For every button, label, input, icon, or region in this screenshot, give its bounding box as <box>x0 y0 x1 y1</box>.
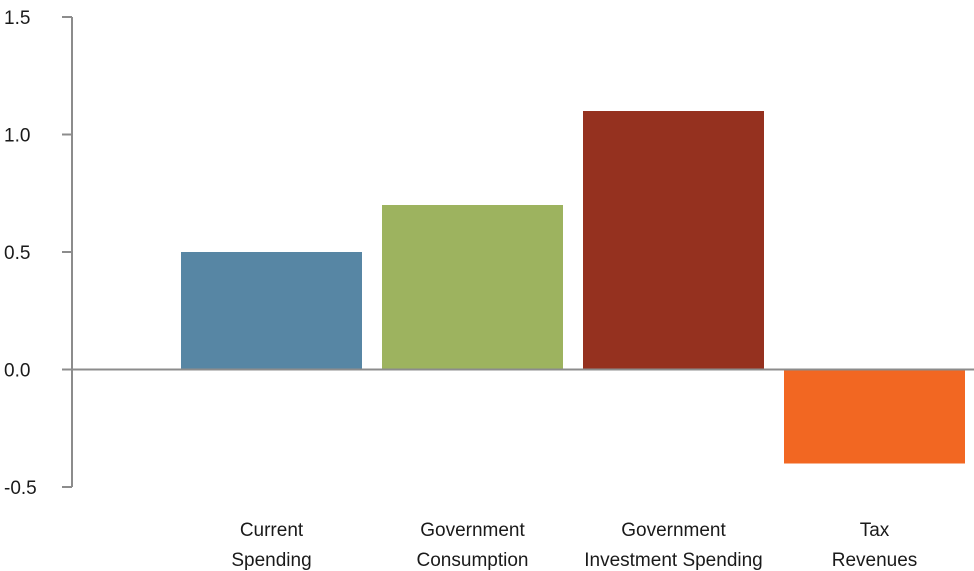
bar-layer <box>181 111 965 464</box>
category-label: Spending <box>231 550 311 571</box>
y-tick-label: -0.5 <box>4 478 37 499</box>
y-tick-label: 0.5 <box>4 243 30 264</box>
y-tick-label: 1.5 <box>4 8 30 29</box>
category-label: Government <box>420 520 525 541</box>
category-label: Current <box>240 520 304 541</box>
category-label: Tax <box>860 520 890 541</box>
category-label: Government <box>621 520 726 541</box>
y-tick-label: 1.0 <box>4 126 30 147</box>
bar-1 <box>382 205 563 370</box>
bar-3 <box>784 369 965 464</box>
bar-0 <box>181 252 362 370</box>
category-label: Consumption <box>417 550 529 571</box>
y-tick-label: 0.0 <box>4 361 30 382</box>
category-label: Investment Spending <box>584 550 763 571</box>
category-label: Revenues <box>832 550 918 571</box>
label-layer: -0.5 0.0 0.5 1.0 1.5 Current Spending Governmen… <box>4 8 917 571</box>
bar-2 <box>583 111 764 370</box>
axis-layer <box>62 16 73 488</box>
